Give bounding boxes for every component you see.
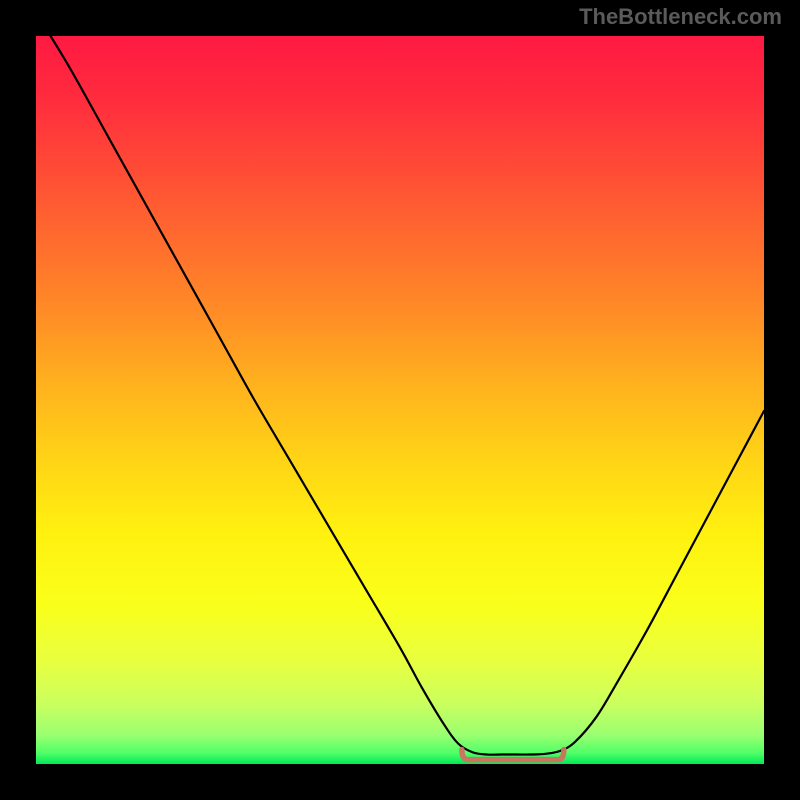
- chart-svg: [0, 0, 800, 800]
- watermark-text: TheBottleneck.com: [579, 4, 782, 30]
- chart-container: TheBottleneck.com: [0, 0, 800, 800]
- gradient-background: [36, 36, 764, 764]
